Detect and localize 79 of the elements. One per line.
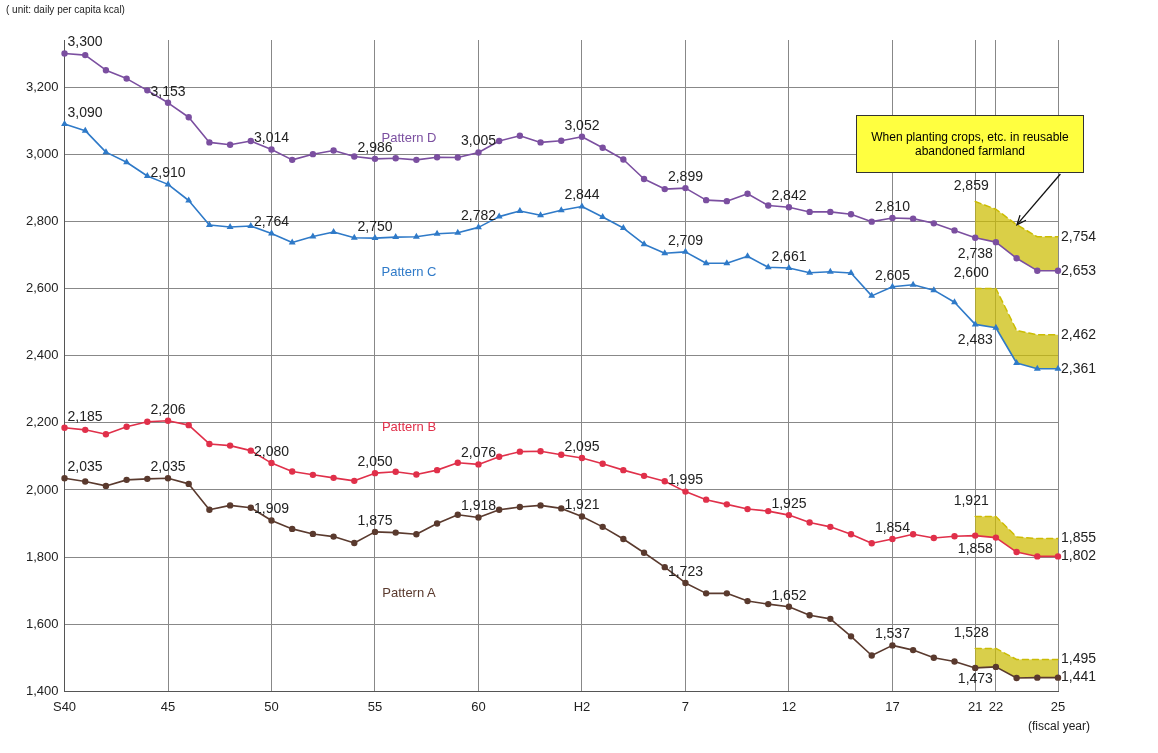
data-label: 2,035 (150, 458, 186, 475)
x-tick-label: 25 (1050, 698, 1066, 714)
data-label: 1,537 (874, 625, 911, 642)
text: Pattern B (381, 418, 437, 434)
y-tick-label: 2,800 (25, 212, 59, 228)
data-label: 2,782 (460, 207, 497, 224)
y-tick-label: 2,600 (25, 280, 59, 296)
data-label: 1,854 (874, 518, 911, 535)
x-tick-label: 21 (967, 698, 983, 714)
y-tick-label: 1,600 (25, 615, 59, 631)
data-label: 2,750 (357, 217, 393, 234)
data-label: 1,995 (667, 471, 704, 488)
data-label: 2,709 (667, 231, 704, 248)
data-label: 3,052 (564, 116, 600, 133)
data-label: 2,206 (150, 400, 186, 417)
data-label: 2,810 (874, 197, 911, 214)
y-tick-label: 1,800 (25, 548, 59, 564)
data-label: 1,918 (460, 497, 497, 514)
y-tick-label: 2,000 (25, 481, 59, 497)
x-tick-label: 7 (681, 698, 690, 714)
callout-box: When planting crops, etc. in reusable abandoned farmland (856, 115, 1084, 173)
data-label: 3,014 (253, 129, 290, 146)
data-label: 2,035 (67, 458, 103, 475)
data-label: 2,361 (1061, 359, 1097, 376)
data-label: 1,802 (1061, 547, 1097, 564)
data-label: 2,653 (1061, 261, 1097, 278)
data-label: 1,441 (1061, 668, 1097, 685)
data-label: 2,050 (357, 453, 393, 470)
data-label: 2,754 (1061, 227, 1097, 244)
data-label: 1,921 (564, 496, 600, 513)
data-label: 2,661 (771, 247, 807, 264)
data-label: 1,875 (357, 511, 393, 528)
x-tick-label: 60 (471, 698, 486, 714)
data-label: 2,185 (67, 407, 103, 424)
data-label: 2,859 (953, 177, 989, 194)
data-label: 2,095 (564, 437, 600, 454)
data-label: 2,462 (1061, 325, 1097, 342)
data-label: 1,925 (771, 494, 807, 511)
data-label: 1,528 (953, 624, 989, 641)
x-tick-label: 55 (367, 698, 383, 714)
data-label: 1,495 (1061, 650, 1097, 667)
x-tick-label: 22 (988, 698, 1004, 714)
x-tick-label: 50 (264, 698, 279, 714)
x-tick-label: 12 (781, 698, 797, 714)
data-label: 2,910 (150, 164, 186, 181)
series-label: Pattern C (381, 263, 437, 279)
y-tick-label: 3,200 (25, 78, 59, 94)
data-label: 2,483 (957, 330, 994, 347)
x-tick-label: H2 (573, 698, 591, 714)
x-tick-label: 17 (885, 698, 900, 714)
data-label: 1,858 (957, 540, 994, 557)
x-tick-label: 45 (160, 698, 176, 714)
y-tick-label: 3,000 (25, 145, 59, 161)
text: ( unit: daily per capita kcal) (6, 4, 125, 15)
data-label: 3,005 (460, 132, 497, 149)
data-label: 2,764 (253, 213, 290, 230)
data-label: 1,855 (1061, 529, 1097, 546)
text: Pattern A (382, 585, 437, 601)
y-tick-label: 2,400 (25, 347, 59, 363)
data-label: 1,909 (253, 500, 290, 517)
x-tick-label: S40 (52, 698, 77, 714)
y-tick-label: 1,400 (25, 682, 59, 698)
data-label: 2,080 (253, 442, 290, 459)
data-label: 1,723 (667, 562, 704, 579)
data-label: 2,605 (874, 266, 911, 283)
data-label: 2,844 (564, 186, 600, 203)
data-label: 2,600 (953, 264, 989, 281)
y-tick-label: 2,200 (25, 414, 59, 430)
data-label: 2,842 (771, 187, 807, 204)
data-label: 3,090 (67, 103, 103, 120)
data-label: 1,652 (771, 586, 807, 603)
data-label: 2,738 (957, 244, 994, 261)
data-label: 1,921 (953, 492, 989, 509)
data-label: 3,300 (67, 33, 103, 50)
data-label: 2,899 (667, 167, 704, 184)
data-label: 1,473 (957, 669, 994, 686)
data-label: 2,076 (460, 444, 497, 461)
data-label: 3,153 (150, 82, 186, 99)
text: (fiscal year) (1028, 719, 1091, 733)
